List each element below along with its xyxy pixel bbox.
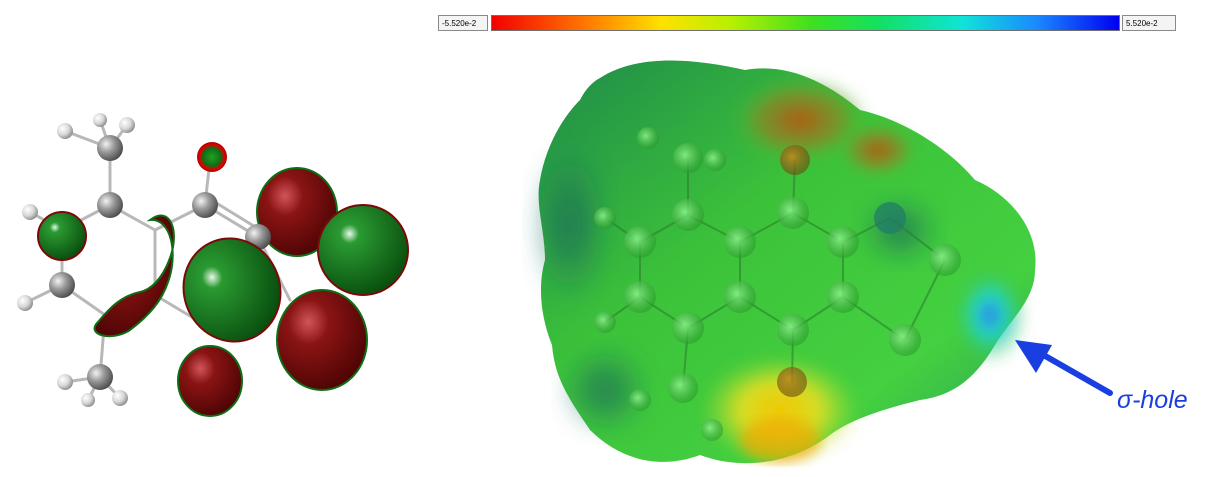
color-scale-bar bbox=[491, 15, 1120, 31]
sigma-hole-arrow bbox=[1015, 340, 1113, 396]
color-scale-max-label: 5.520e-2 bbox=[1122, 15, 1176, 31]
sigma-hole-label: σ-hole bbox=[1117, 386, 1188, 414]
orbital-lobes-far bbox=[37, 167, 409, 417]
molecular-orbital-model bbox=[17, 113, 409, 417]
esp-inner-atoms bbox=[594, 127, 961, 441]
oxygen-atom bbox=[197, 142, 227, 172]
color-scale-min-label: -5.520e-2 bbox=[438, 15, 488, 31]
molecule-atoms-front bbox=[57, 142, 227, 407]
electrostatic-potential-surface bbox=[530, 60, 1036, 465]
molecule-atoms-back bbox=[17, 113, 271, 311]
orbital-lobes-near bbox=[93, 214, 282, 343]
esp-color-regions bbox=[530, 75, 1028, 465]
